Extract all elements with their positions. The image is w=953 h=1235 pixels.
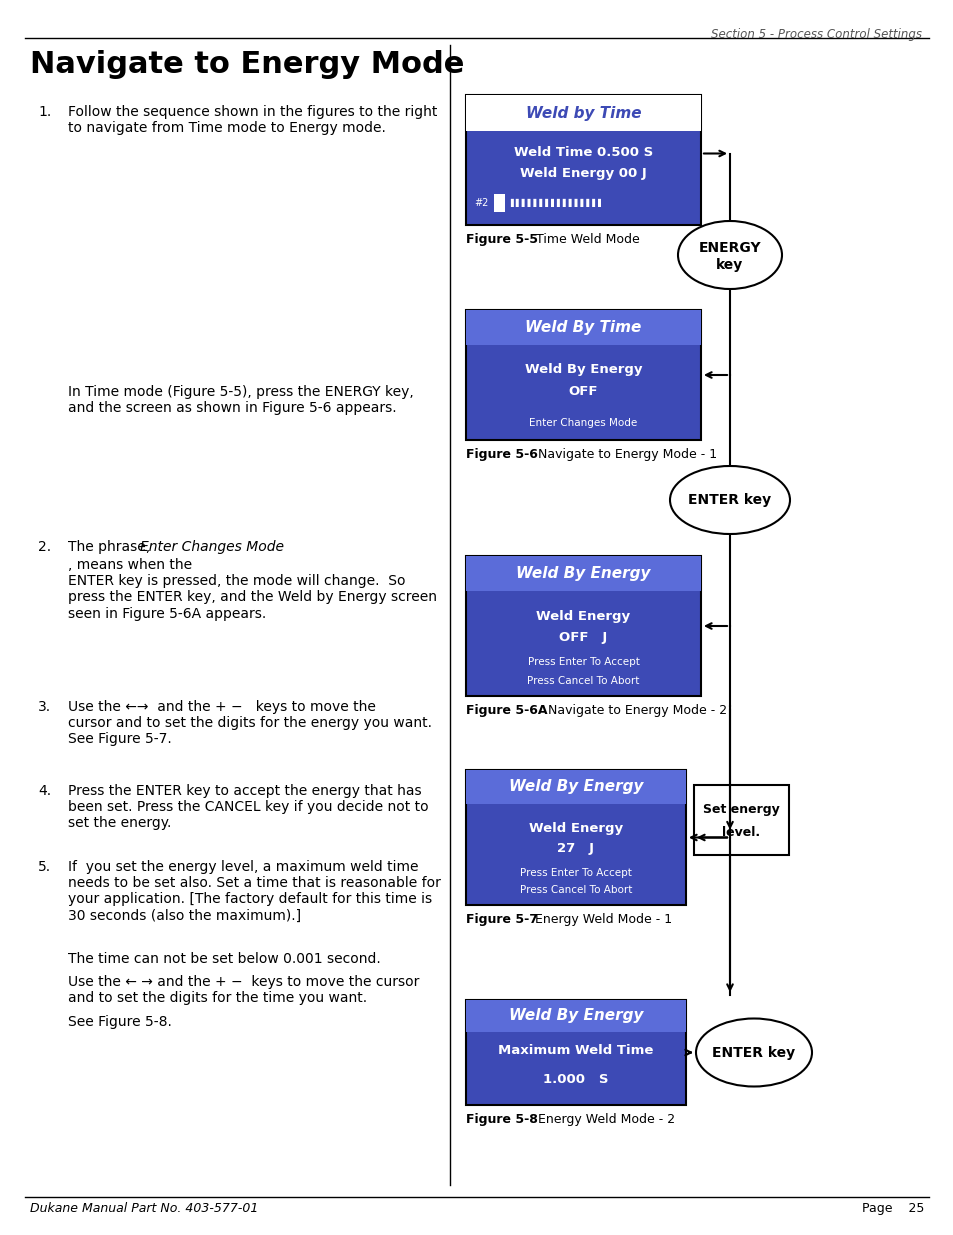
Text: 1.000   S: 1.000 S	[542, 1073, 608, 1087]
Ellipse shape	[696, 1019, 811, 1087]
Text: Weld Energy: Weld Energy	[536, 610, 630, 622]
FancyBboxPatch shape	[465, 1000, 685, 1105]
Text: In Time mode (Figure 5-5), press the ENERGY key,
and the screen as shown in Figu: In Time mode (Figure 5-5), press the ENE…	[68, 385, 414, 415]
Text: Enter Changes Mode: Enter Changes Mode	[529, 419, 637, 429]
Text: Press Cancel To Abort: Press Cancel To Abort	[519, 885, 632, 895]
Text: ▌▌▌▌▌▌▌▌▌▌▌▌▌▌▌▌: ▌▌▌▌▌▌▌▌▌▌▌▌▌▌▌▌	[510, 199, 603, 207]
Text: 5.: 5.	[38, 860, 51, 874]
Text: ENERGY: ENERGY	[698, 241, 760, 256]
Text: Energy Weld Mode - 1: Energy Weld Mode - 1	[531, 913, 672, 926]
Text: If  you set the energy level, a maximum weld time
needs to be set also. Set a ti: If you set the energy level, a maximum w…	[68, 860, 440, 923]
Text: Use the ←→  and the + −   keys to move the
cursor and to set the digits for the : Use the ←→ and the + − keys to move the …	[68, 700, 432, 746]
Text: ENTER key: ENTER key	[688, 493, 771, 508]
Text: 27   J: 27 J	[557, 842, 594, 855]
Text: key: key	[716, 258, 742, 272]
Text: Maximum Weld Time: Maximum Weld Time	[497, 1044, 653, 1057]
Text: , means when the
ENTER key is pressed, the mode will change.  So
press the ENTER: , means when the ENTER key is pressed, t…	[68, 558, 436, 621]
Text: Press Cancel To Abort: Press Cancel To Abort	[527, 676, 639, 685]
FancyBboxPatch shape	[465, 556, 700, 697]
Text: Set energy: Set energy	[702, 803, 779, 816]
Bar	[693, 785, 788, 855]
FancyBboxPatch shape	[465, 556, 700, 592]
Text: level.: level.	[721, 826, 760, 839]
Text: The time can not be set below 0.001 second.: The time can not be set below 0.001 seco…	[68, 952, 380, 966]
Text: 2.: 2.	[38, 540, 51, 555]
Text: 1.: 1.	[38, 105, 51, 119]
Text: Press Enter To Accept: Press Enter To Accept	[519, 868, 631, 878]
Text: Weld By Energy: Weld By Energy	[524, 363, 641, 377]
Ellipse shape	[678, 221, 781, 289]
FancyBboxPatch shape	[465, 95, 700, 131]
Text: OFF   J: OFF J	[558, 631, 607, 643]
Text: Page    25: Page 25	[861, 1202, 923, 1215]
Text: Figure 5-7: Figure 5-7	[465, 913, 537, 926]
Text: Navigate to Energy Mode: Navigate to Energy Mode	[30, 49, 464, 79]
Text: Weld By Energy: Weld By Energy	[508, 779, 642, 794]
Text: See Figure 5-8.: See Figure 5-8.	[68, 1015, 172, 1029]
Text: Press Enter To Accept: Press Enter To Accept	[527, 657, 639, 667]
Text: Follow the sequence shown in the figures to the right
to navigate from Time mode: Follow the sequence shown in the figures…	[68, 105, 436, 135]
Text: Time Weld Mode: Time Weld Mode	[532, 233, 639, 246]
FancyBboxPatch shape	[465, 310, 700, 440]
Text: Dukane Manual Part No. 403-577-01: Dukane Manual Part No. 403-577-01	[30, 1202, 258, 1215]
Text: Navigate to Energy Mode - 2: Navigate to Energy Mode - 2	[543, 704, 726, 718]
Text: Energy Weld Mode - 2: Energy Weld Mode - 2	[534, 1113, 675, 1126]
FancyBboxPatch shape	[465, 95, 700, 225]
FancyBboxPatch shape	[465, 769, 685, 905]
Text: Weld By Energy: Weld By Energy	[516, 566, 650, 580]
Text: Weld By Energy: Weld By Energy	[508, 1008, 642, 1024]
Text: Enter Changes Mode: Enter Changes Mode	[140, 540, 284, 555]
Text: Use the ← → and the + −  keys to move the cursor
and to set the digits for the t: Use the ← → and the + − keys to move the…	[68, 974, 419, 1005]
Text: #2: #2	[474, 198, 488, 207]
Text: Weld Energy 00 J: Weld Energy 00 J	[519, 167, 646, 179]
Text: Press the ENTER key to accept the energy that has
been set. Press the CANCEL key: Press the ENTER key to accept the energy…	[68, 784, 428, 830]
FancyBboxPatch shape	[465, 1000, 685, 1031]
Text: Figure 5-8: Figure 5-8	[465, 1113, 537, 1126]
Text: Figure 5-6A: Figure 5-6A	[465, 704, 547, 718]
Text: Section 5 - Process Control Settings: Section 5 - Process Control Settings	[710, 28, 921, 41]
Bar	[494, 194, 504, 212]
Text: ENTER key: ENTER key	[712, 1046, 795, 1060]
FancyBboxPatch shape	[465, 310, 700, 345]
Text: Figure 5-6: Figure 5-6	[465, 448, 537, 461]
Text: OFF: OFF	[568, 385, 598, 399]
Text: Weld By Time: Weld By Time	[525, 320, 641, 335]
Text: Weld Energy: Weld Energy	[528, 821, 622, 835]
Text: Weld by Time: Weld by Time	[525, 106, 640, 121]
FancyBboxPatch shape	[465, 769, 685, 804]
Text: 3.: 3.	[38, 700, 51, 714]
Text: 4.: 4.	[38, 784, 51, 798]
Text: The phrase,: The phrase,	[68, 540, 154, 555]
Text: Figure 5-5: Figure 5-5	[465, 233, 537, 246]
Ellipse shape	[669, 466, 789, 534]
Text: Navigate to Energy Mode - 1: Navigate to Energy Mode - 1	[534, 448, 717, 461]
Text: Weld Time 0.500 S: Weld Time 0.500 S	[514, 146, 653, 159]
